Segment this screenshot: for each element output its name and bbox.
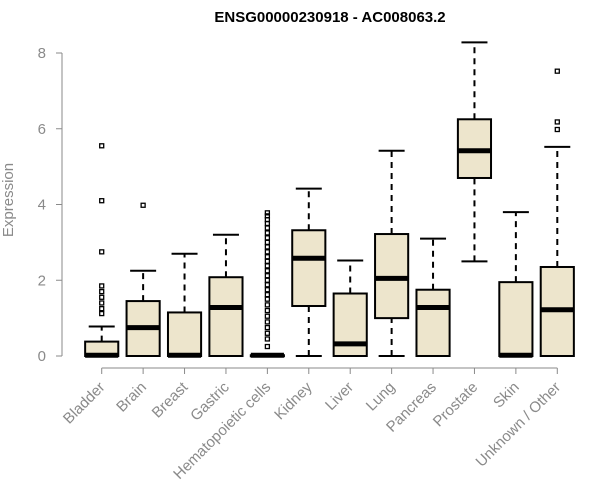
y-tick-label: 2	[38, 272, 46, 289]
outlier-point	[264, 254, 271, 260]
box-group	[374, 149, 410, 357]
box-group	[208, 233, 244, 357]
outlier-point	[264, 336, 271, 342]
outlier-point	[554, 119, 560, 125]
box-group	[166, 252, 203, 358]
outlier-point	[264, 291, 271, 298]
iqr-box	[415, 288, 451, 357]
y-tick-label: 0	[38, 348, 46, 365]
outlier-point	[140, 202, 146, 208]
y-axis: 0 2 4 6 8	[38, 45, 63, 365]
outlier-point	[99, 288, 105, 295]
outlier-point	[99, 143, 105, 149]
outlier-point	[99, 283, 105, 289]
iqr-box	[498, 281, 534, 357]
iqr-box	[332, 292, 368, 358]
outlier-point	[264, 307, 271, 314]
outlier-point	[264, 244, 271, 250]
box-group	[498, 211, 534, 358]
outlier-point	[264, 313, 271, 319]
chart-title: ENSG00000230918 - AC008063.2	[214, 9, 445, 26]
box-group	[332, 259, 368, 358]
outlier-point	[264, 210, 271, 216]
outlier-point	[264, 230, 271, 236]
x-tick-label: Liver	[322, 379, 357, 414]
box-group	[291, 187, 327, 357]
outlier-point	[99, 306, 105, 312]
iqr-box	[166, 311, 203, 358]
x-tick-label: Breast	[149, 378, 192, 421]
outlier-point	[99, 249, 105, 255]
box-group	[456, 41, 493, 263]
outlier-point	[99, 300, 105, 306]
outlier-point	[264, 273, 271, 279]
box-group	[84, 143, 120, 358]
box-group	[415, 237, 451, 357]
plot-area	[84, 41, 575, 358]
y-tick-label: 4	[38, 197, 46, 214]
y-tick-label: 6	[38, 121, 46, 138]
outlier-point	[264, 287, 271, 293]
outlier-point	[264, 263, 271, 269]
y-axis-title: Expression	[0, 163, 17, 237]
x-tick-label: Brain	[113, 379, 150, 416]
outlier-point	[264, 343, 271, 350]
outlier-point	[264, 330, 271, 336]
outlier-point	[264, 282, 271, 288]
x-tick-label: Bladder	[60, 379, 109, 428]
outlier-point	[264, 296, 271, 302]
box-group	[125, 202, 161, 357]
outlier-point	[99, 310, 105, 317]
iqr-box	[291, 229, 327, 308]
outlier-point	[264, 319, 271, 325]
outlier-point	[264, 213, 271, 219]
outlier-point	[264, 268, 271, 274]
box-group	[539, 68, 575, 357]
outlier-point	[264, 235, 271, 241]
outlier-point	[264, 249, 271, 255]
outlier-point	[264, 239, 271, 246]
x-tick-label: Prostate	[430, 379, 482, 431]
outlier-point	[264, 225, 271, 231]
outlier-point	[264, 277, 271, 283]
outlier-point	[99, 198, 105, 204]
outlier-point	[264, 324, 271, 331]
outlier-point	[264, 302, 271, 308]
x-tick-label: Kidney	[271, 378, 316, 423]
outlier-point	[264, 258, 271, 264]
x-tick-label: Lung	[363, 379, 399, 415]
outlier-point	[554, 126, 560, 133]
outlier-point	[99, 294, 105, 300]
iqr-box	[208, 276, 244, 357]
box-group	[249, 210, 285, 358]
y-tick-label: 8	[38, 45, 46, 62]
x-tick-label: Skin	[490, 379, 523, 412]
outlier-point	[554, 68, 560, 74]
